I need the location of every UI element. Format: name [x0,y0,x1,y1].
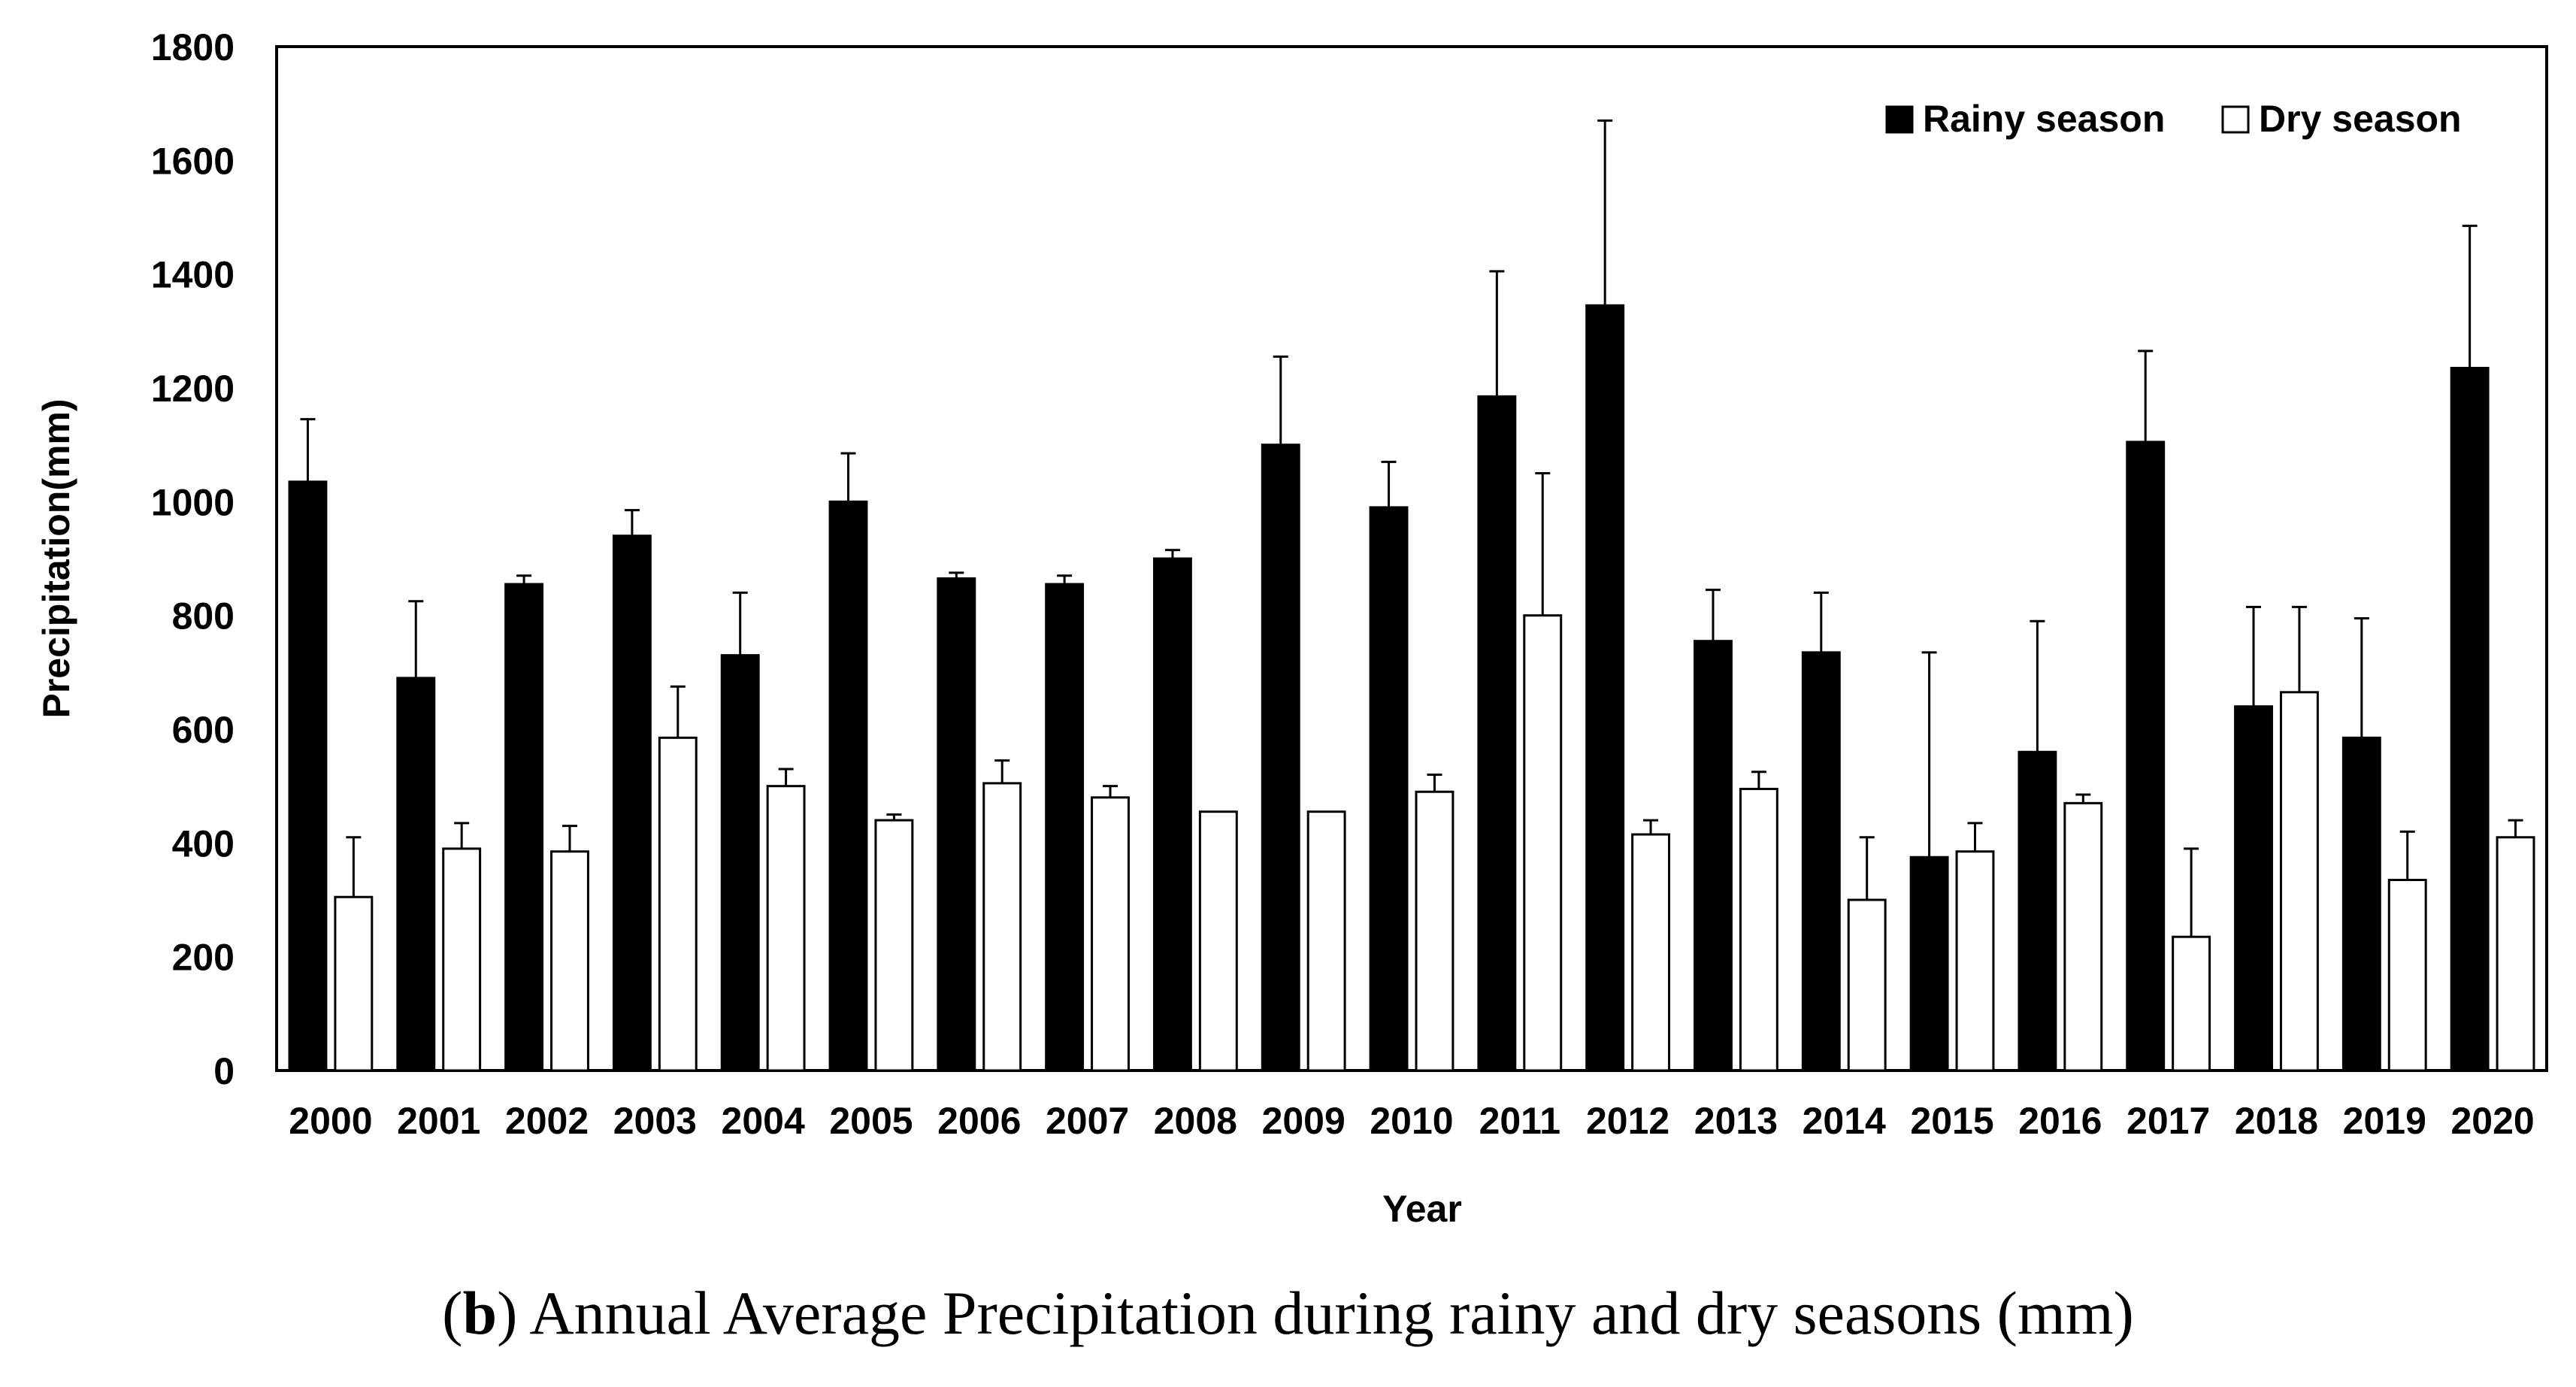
x-tick-label: 2008 [1154,1100,1237,1142]
bar-dry-2014 [1847,898,1887,1072]
x-tick-label: 2006 [937,1100,1021,1142]
bar-rainy-2004 [720,654,760,1072]
x-tick-label: 2000 [289,1100,372,1142]
y-tick-label: 1600 [151,140,235,182]
bar-dry-2016 [2063,801,2103,1072]
y-tick-label: 1200 [151,368,235,410]
bar-dry-2017 [2172,935,2211,1072]
bar-dry-2009 [1306,810,1346,1072]
bar-rainy-2016 [2018,750,2057,1072]
bar-dry-2007 [1091,796,1130,1072]
x-tick-label: 2016 [2018,1100,2102,1142]
bar-dry-2010 [1415,790,1454,1072]
bar-rainy-2003 [612,535,652,1072]
x-tick-label: 2001 [397,1100,480,1142]
bar-dry-2018 [2279,691,2319,1072]
y-tick-label: 400 [172,822,235,865]
bar-dry-2000 [334,895,374,1072]
bar-rainy-2018 [2234,705,2273,1072]
bar-rainy-2006 [937,577,976,1072]
legend-swatch-dry [2221,105,2250,134]
x-tick-label: 2002 [505,1100,589,1142]
bar-rainy-2020 [2450,367,2490,1072]
bar-dry-2004 [766,785,806,1072]
y-tick-label: 1400 [151,254,235,296]
y-axis: 0 200 400 600 800 1000 1200 1400 1600 1800 [151,26,235,1092]
bar-rainy-2009 [1261,444,1300,1072]
bar-series [288,119,2535,1072]
y-tick-label: 600 [172,709,235,751]
bar-rainy-2010 [1369,506,1409,1072]
y-tick-label: 800 [172,595,235,637]
bar-dry-2013 [1739,787,1778,1072]
x-axis-label: Year [1382,1188,1462,1230]
y-tick-label: 1800 [151,26,235,68]
bar-dry-2006 [982,782,1022,1072]
bar-dry-2008 [1198,810,1238,1072]
bar-dry-2012 [1631,833,1671,1072]
x-tick-label: 2017 [2126,1100,2210,1142]
legend-label-rainy: Rainy season [1923,98,2165,140]
x-tick-label: 2009 [1262,1100,1346,1142]
x-axis: 2000 2001 2002 2003 2004 2005 2006 2007 2008 2009… [289,1100,2534,1142]
x-tick-label: 2018 [2235,1100,2318,1142]
bar-rainy-2005 [828,500,868,1072]
y-tick-label: 1000 [151,481,235,523]
bar-rainy-2015 [1909,856,1949,1072]
y-tick-label: 0 [213,1050,235,1092]
plot-area [275,45,2548,1072]
figure-caption: (b) Annual Average Precipitation during … [442,1279,2134,1347]
y-tick-label: 200 [172,937,235,979]
legend: Rainy season Dry season [1885,98,2462,140]
y-axis-label: Precipitation(mm) [35,398,77,718]
x-tick-label: 2007 [1046,1100,1129,1142]
bar-dry-2005 [874,819,914,1072]
bar-rainy-2008 [1152,557,1192,1072]
x-tick-label: 2020 [2450,1100,2534,1142]
bar-rainy-2017 [2126,441,2166,1072]
legend-label-dry: Dry season [2259,98,2462,140]
caption-text: Annual Average Precipitation during rain… [529,1279,2134,1347]
bar-rainy-2000 [288,480,328,1072]
x-tick-label: 2015 [1910,1100,1993,1142]
bar-dry-2003 [658,736,698,1072]
bar-rainy-2012 [1585,304,1625,1072]
bar-rainy-2001 [396,677,436,1072]
bar-rainy-2011 [1477,395,1517,1072]
bar-dry-2001 [442,847,482,1072]
x-tick-label: 2010 [1370,1100,1453,1142]
x-tick-label: 2004 [722,1100,805,1142]
bar-rainy-2014 [1801,651,1841,1072]
x-tick-label: 2005 [829,1100,913,1142]
x-tick-label: 2011 [1479,1100,1560,1142]
bar-rainy-2013 [1694,640,1733,1072]
bar-dry-2020 [2496,836,2535,1072]
x-tick-label: 2013 [1694,1100,1778,1142]
x-tick-label: 2003 [613,1100,697,1142]
bar-rainy-2019 [2341,736,2381,1072]
x-tick-label: 2019 [2343,1100,2426,1142]
plot-frame [275,45,2548,1072]
bar-rainy-2002 [504,583,544,1072]
bar-rainy-2007 [1045,583,1085,1072]
bar-dry-2019 [2387,879,2427,1072]
caption-letter: b [462,1279,498,1347]
legend-swatch-rainy [1885,105,1914,134]
bar-dry-2015 [1955,850,1995,1072]
bar-dry-2011 [1523,614,1563,1072]
x-tick-label: 2012 [1586,1100,1669,1142]
bar-dry-2002 [550,850,589,1072]
x-tick-label: 2014 [1803,1100,1886,1142]
